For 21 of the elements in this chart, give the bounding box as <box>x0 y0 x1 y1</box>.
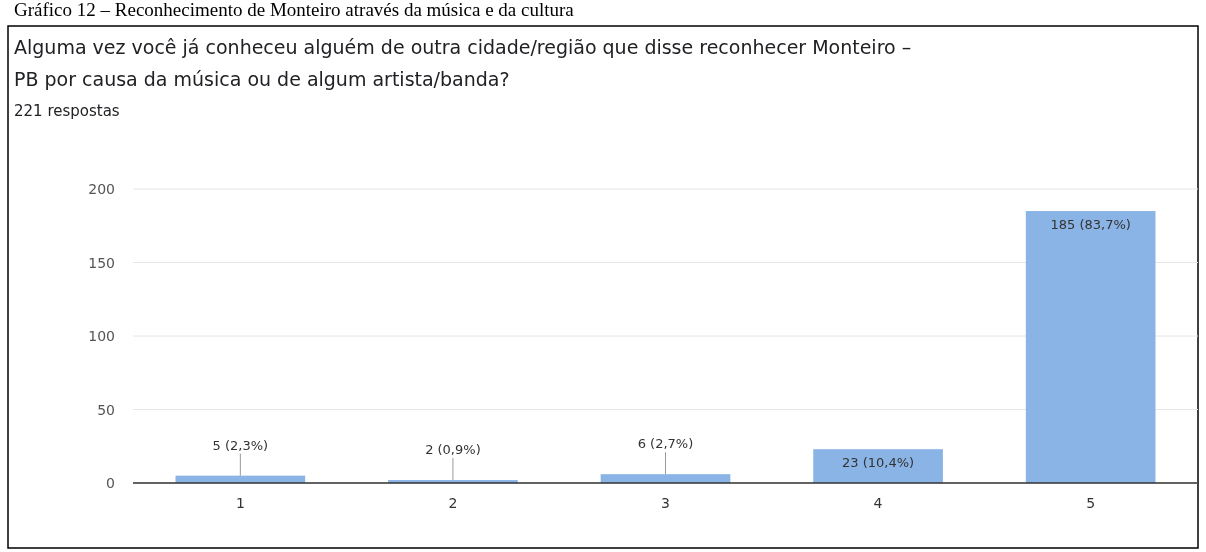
x-tick-label: 2 <box>448 495 458 511</box>
data-label: 2 (0,9%) <box>425 442 481 458</box>
x-tick-label: 3 <box>661 495 670 511</box>
bar <box>600 474 731 483</box>
chart-title: Gráfico 12 – Reconhecimento de Monteiro através da música e da cultura <box>14 0 575 20</box>
x-tick-label: 1 <box>235 495 245 511</box>
y-tick-label: 150 <box>88 254 115 271</box>
x-tick-label: 4 <box>873 495 883 511</box>
text: 221 respostas <box>14 102 120 120</box>
data-label: 23 (10,4%) <box>842 455 915 471</box>
bar <box>813 449 943 483</box>
y-tick-label: 100 <box>88 328 115 344</box>
data-label: 6 (2,7%) <box>637 436 694 452</box>
chart-subtitle: Alguma vez você já conheceu alguém de outra cidade/região que disse reconhecer Monteiro – PB por causa da música ou de algum artista/banda? <box>14 36 912 90</box>
y-tick-label: 50 <box>97 401 115 418</box>
y-tick-label: 200 <box>88 181 115 197</box>
bar <box>1025 211 1156 483</box>
data-label: 185 (83,7%) <box>1050 217 1131 233</box>
x-tick-label: 5 <box>1086 495 1096 511</box>
data-label: 5 (2,3%) <box>212 437 269 453</box>
y-tick-label: 0 <box>106 475 115 491</box>
